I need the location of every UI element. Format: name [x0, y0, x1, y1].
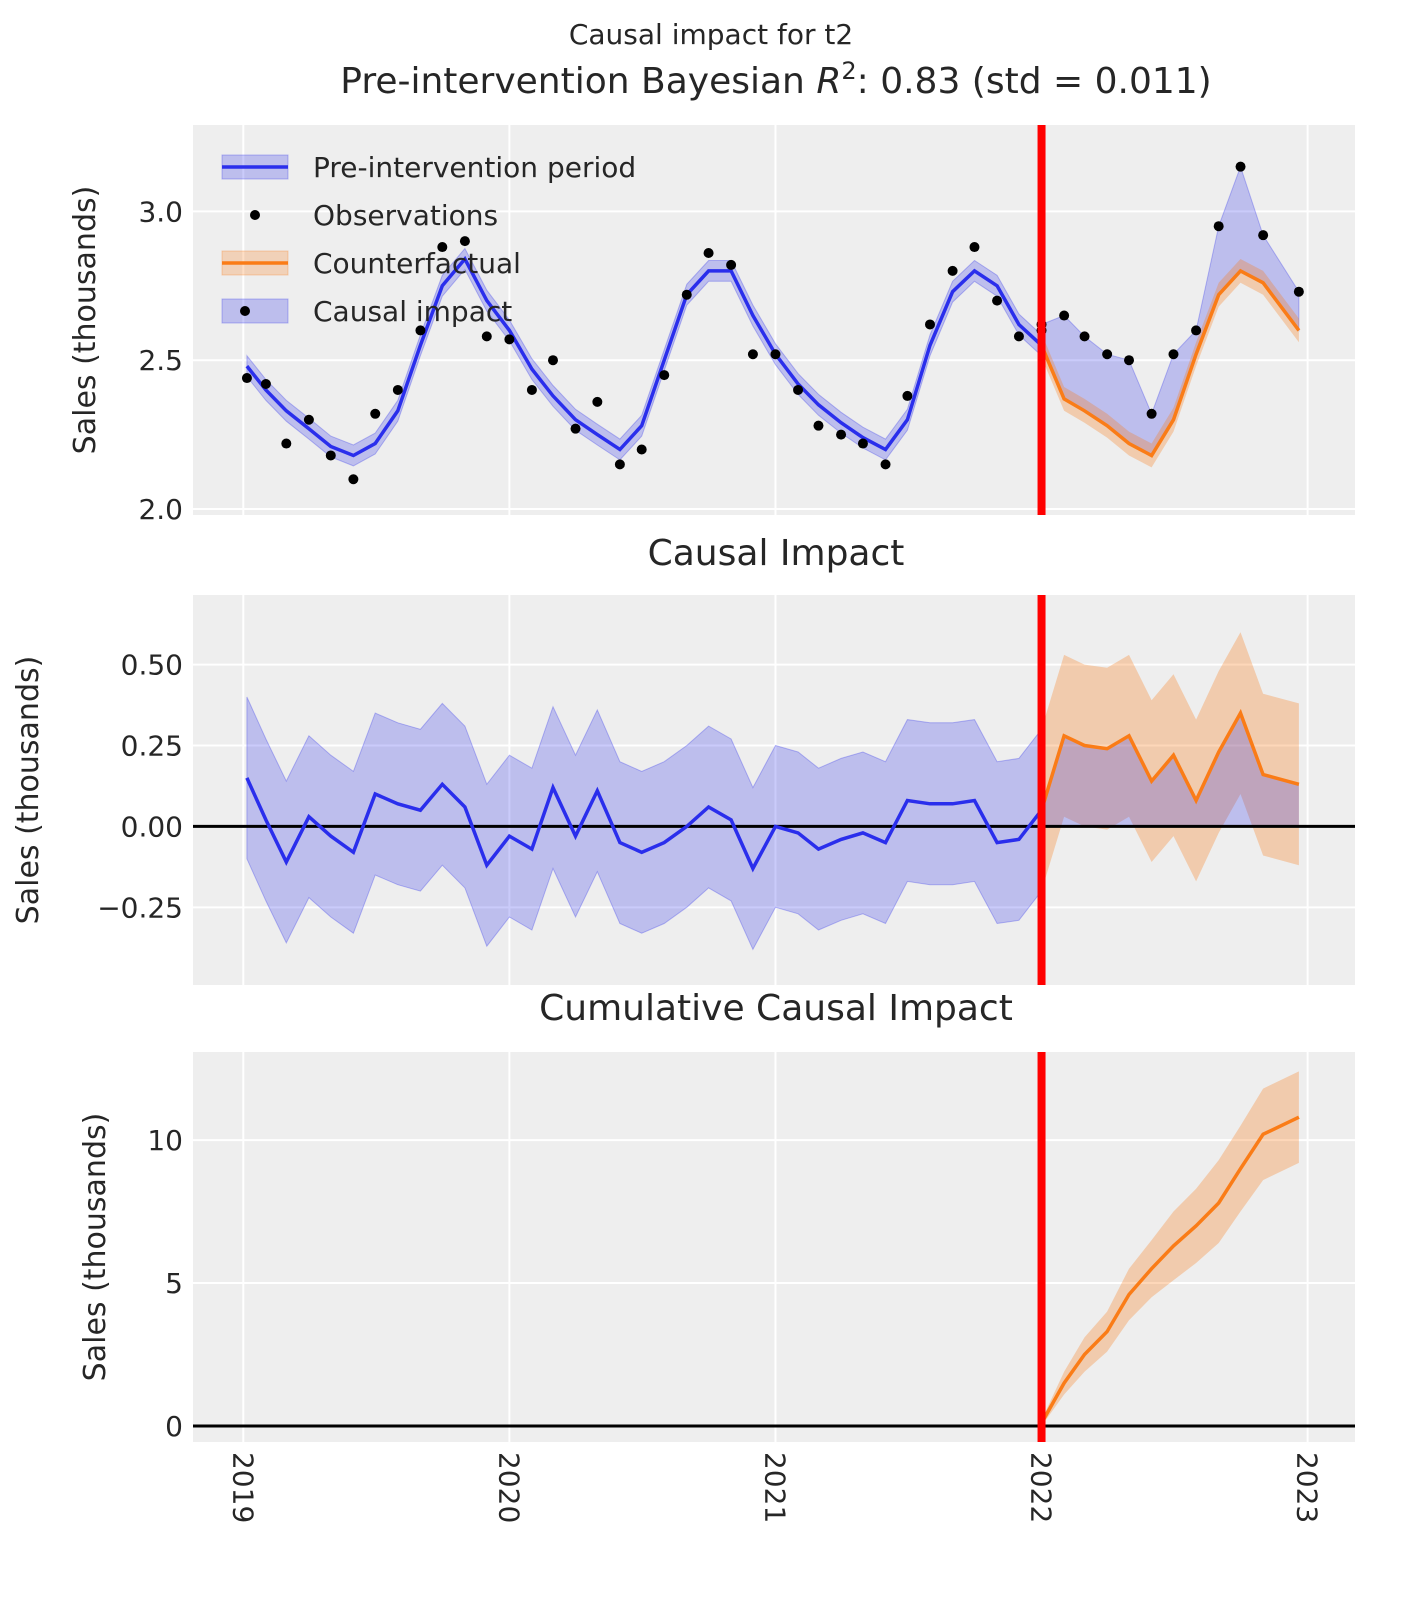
observation-point [437, 242, 448, 253]
y-tick-label: 0.50 [121, 649, 183, 682]
observation-point [793, 384, 804, 395]
observation-point [1258, 230, 1269, 241]
legend-marker [250, 210, 260, 220]
title-part: R [816, 61, 841, 102]
y-tick-label: −0.25 [97, 891, 183, 924]
observation-point [947, 265, 958, 276]
pre-impact-line [245, 777, 1043, 873]
panel-3: 0 5 10 Sales (thousands) Cumulative Causal I… [78, 988, 1355, 1523]
post-impact-line [1039, 708, 1300, 811]
x-tick-label: 2019 [226, 1452, 259, 1523]
x-tick-label: 2021 [758, 1452, 791, 1523]
observation-point [1146, 408, 1157, 419]
y-axis-label: Sales (thousands) [78, 1113, 113, 1382]
observation-point [703, 248, 714, 259]
figure-suptitle: Causal impact for t2 [569, 18, 853, 51]
legend-label: Observations [313, 199, 498, 232]
observation-point [1013, 331, 1024, 342]
counterfactual-band [1041, 259, 1299, 468]
observation-point [992, 295, 1003, 306]
plot-area [193, 1052, 1355, 1442]
observation-point [813, 420, 824, 431]
cumulative-line [1039, 1115, 1300, 1424]
plot-area [193, 595, 1355, 985]
observation-point [348, 474, 359, 485]
observation-point [241, 373, 252, 384]
panel-title: Pre-intervention Bayesian R2: 0.83 (std … [340, 57, 1211, 102]
observation-point [592, 396, 603, 407]
title-part: 2 [841, 57, 856, 85]
observation-point [547, 355, 558, 366]
observation-point [392, 384, 403, 395]
observation-point [902, 390, 913, 401]
observation-point [770, 349, 781, 360]
panel-1: 2.0 2.5 3.0 Sales (thousands) Pre-interventi… [68, 57, 1355, 526]
observation-point [370, 408, 381, 419]
panel-title: Cumulative Causal Impact [539, 988, 1013, 1029]
observation-point [925, 319, 936, 330]
observation-point [459, 236, 470, 247]
observation-point [1079, 331, 1090, 342]
title-part: Pre-intervention Bayesian [340, 61, 816, 102]
x-tick-label: 2020 [492, 1452, 525, 1523]
x-tick-label: 2022 [1025, 1452, 1058, 1523]
legend-swatch [221, 298, 289, 324]
y-tick-label: 3.0 [138, 195, 183, 228]
y-tick-label: 2.5 [138, 344, 183, 377]
legend-label: Counterfactual [313, 247, 521, 280]
y-axis-label: Sales (thousands) [68, 186, 103, 455]
observation-point [303, 414, 314, 425]
observation-point [1059, 310, 1070, 321]
legend-label: Causal impact [313, 295, 512, 328]
observation-point [857, 438, 868, 449]
observation-point [1168, 349, 1179, 360]
observation-point [570, 423, 581, 434]
observation-point [726, 259, 737, 270]
observation-point [969, 242, 980, 253]
observation-point [1293, 286, 1304, 297]
title-part: : 0.83 (std = 0.011) [857, 61, 1212, 102]
observation-point [526, 384, 537, 395]
observation-point [836, 429, 847, 440]
y-tick-label: 0.00 [121, 810, 183, 843]
panel-2: −0.25 0.00 0.25 0.50 Sales (thousands) Causal… [11, 533, 1355, 985]
y-axis-label: Sales (thousands) [11, 656, 46, 925]
y-tick-label: 2.0 [138, 493, 183, 526]
observation-point [636, 444, 647, 455]
panel-title: Causal Impact [648, 533, 905, 574]
observation-point [1191, 325, 1202, 336]
observation-point [747, 349, 758, 360]
observation-point [1124, 355, 1135, 366]
y-tick-label: 10 [147, 1124, 183, 1157]
impact-area [1041, 713, 1299, 827]
y-tick-label: 0 [165, 1410, 183, 1443]
observation-point [504, 334, 515, 345]
observation-point [614, 459, 625, 470]
legend: Pre-intervention period Observations Count… [221, 151, 636, 328]
y-tick-label: 0.25 [121, 729, 183, 762]
observation-point [281, 438, 292, 449]
observation-point [260, 379, 271, 390]
x-tick-label: 2023 [1291, 1452, 1324, 1523]
observation-point [1235, 161, 1246, 172]
counterfactual-line [1039, 268, 1301, 458]
observation-point [659, 370, 670, 381]
observation-point [325, 450, 336, 461]
observation-point [1102, 349, 1113, 360]
legend-label: Pre-intervention period [313, 151, 636, 184]
observation-point [1213, 221, 1224, 232]
observation-point [681, 289, 692, 300]
plot-area [193, 125, 1355, 515]
y-tick-label: 5 [165, 1267, 183, 1300]
observation-point [415, 325, 426, 336]
observation-point [481, 331, 492, 342]
legend-marker [240, 306, 250, 316]
observation-point [880, 459, 891, 470]
pre-intervention-line [245, 255, 1043, 458]
